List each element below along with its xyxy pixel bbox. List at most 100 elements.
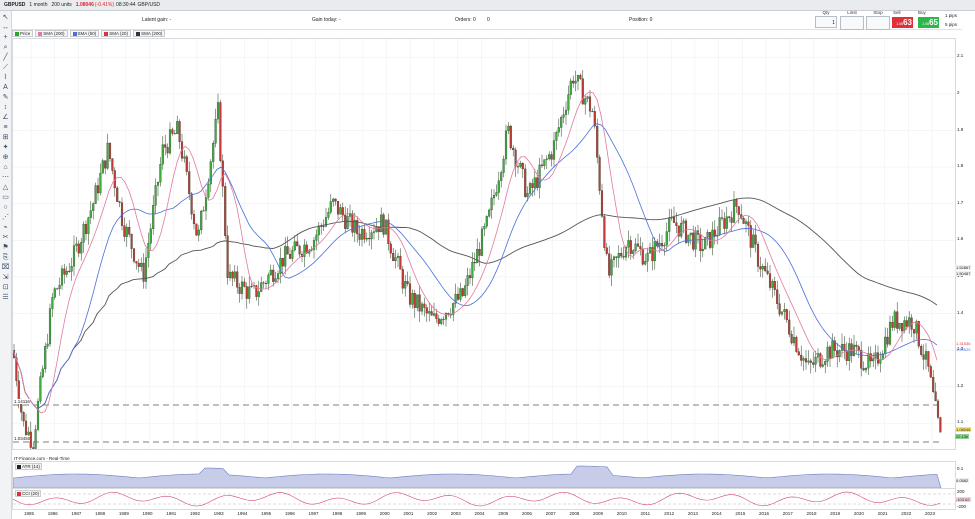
measure-icon[interactable]: ↕ — [3, 104, 8, 111]
cursor-icon[interactable]: ↖ — [2, 14, 9, 21]
candle — [116, 187, 119, 202]
candle — [322, 225, 325, 227]
target-icon[interactable]: ⊕ — [2, 154, 9, 161]
limit-input[interactable] — [840, 16, 864, 30]
units-select[interactable]: 200 units — [51, 2, 72, 8]
fib-icon[interactable]: ≡ — [3, 124, 8, 131]
legend-price[interactable]: Price — [12, 30, 34, 37]
ray-icon[interactable]: ⟋ — [3, 64, 8, 71]
legend-sma-50[interactable]: SMA (50) — [69, 30, 100, 37]
flag-icon[interactable]: ⚑ — [2, 244, 9, 251]
candle — [159, 164, 162, 183]
candle — [315, 234, 318, 241]
candle — [663, 245, 666, 247]
candle — [132, 248, 136, 262]
interval-select[interactable]: 1 month — [29, 2, 48, 8]
candle — [569, 80, 572, 95]
symbol-select[interactable]: GBPUSD — [4, 2, 26, 8]
candle — [843, 343, 846, 351]
candle — [608, 253, 611, 276]
copy-icon[interactable]: ⎘ — [2, 254, 9, 261]
candle — [699, 234, 702, 252]
cci-pane[interactable]: CCI (20) — [12, 488, 956, 510]
cci-label[interactable]: CCI (20) — [15, 490, 42, 497]
candle — [435, 313, 438, 319]
stop-input[interactable] — [866, 16, 890, 30]
candle — [533, 177, 536, 188]
candle — [804, 358, 808, 363]
price-chart[interactable]: 1.14116 1.03450 — [12, 38, 956, 450]
buy-label: Buy — [918, 10, 926, 15]
channel-icon[interactable]: ⌇ — [3, 74, 8, 81]
qty-input[interactable]: 1 — [815, 16, 837, 28]
resize-icon[interactable]: ⇲ — [2, 274, 9, 281]
cci-chart-svg — [13, 491, 955, 507]
wave-icon[interactable]: ⌁ — [3, 224, 8, 231]
candle — [168, 129, 172, 154]
candle — [303, 244, 306, 257]
rect-icon[interactable]: ▭ — [2, 194, 9, 201]
grid-icon[interactable]: ⊞ — [2, 134, 9, 141]
candle — [831, 340, 834, 359]
candle — [672, 217, 676, 223]
angle-icon[interactable]: ∠ — [2, 114, 9, 121]
candle — [588, 96, 592, 112]
year-tick: 2014 — [711, 511, 722, 516]
year-tick: 1991 — [166, 511, 177, 516]
pan-icon[interactable]: ↔ — [2, 24, 9, 31]
more-icon[interactable]: ⋯ — [2, 174, 9, 181]
home-icon[interactable]: ⌂ — [3, 164, 8, 171]
legend-sma-200[interactable]: SMA (200) — [35, 30, 68, 37]
cut-icon[interactable]: ✂ — [2, 234, 9, 241]
sell-label-wrap: Sell — [893, 10, 901, 15]
candle — [689, 232, 692, 236]
candle — [15, 357, 18, 381]
candle — [898, 323, 901, 329]
atr-pane[interactable]: ATR (14) — [12, 461, 956, 489]
candle — [788, 319, 791, 335]
candle — [629, 240, 632, 254]
star-icon[interactable]: ✦ — [2, 144, 9, 151]
candle — [680, 222, 683, 237]
trendline-icon[interactable]: ╱ — [3, 54, 8, 61]
zoom-icon[interactable]: ⌕ — [3, 44, 8, 51]
candle — [802, 358, 805, 361]
status-row: Latent gain: - Gain today: - Orders: 0 0… — [12, 11, 962, 30]
buy-button[interactable]: 1.0865 — [918, 17, 939, 28]
candle — [99, 172, 102, 194]
pencil-icon[interactable]: ✎ — [2, 94, 9, 101]
candle — [135, 261, 138, 264]
candle — [380, 214, 383, 233]
candle — [394, 257, 397, 262]
legend-sma-200b[interactable]: SMA (200) — [133, 30, 166, 37]
menu-icon[interactable]: ☰ — [2, 294, 9, 301]
gain-today: Gain today: - — [312, 17, 341, 23]
qty-control[interactable]: Qty 1 — [815, 10, 837, 28]
limit-control[interactable]: Limit — [840, 10, 864, 30]
atr-label[interactable]: ATR (14) — [15, 463, 42, 470]
sma-20-line — [13, 91, 938, 414]
position: Position: 0 — [629, 17, 653, 23]
frame-icon[interactable]: ⊡ — [2, 284, 9, 291]
candle — [183, 156, 186, 159]
text-icon[interactable]: A — [3, 84, 8, 91]
candle — [212, 142, 215, 162]
triangle-icon[interactable]: △ — [2, 184, 9, 191]
candle — [507, 125, 510, 132]
candle — [353, 220, 356, 233]
path-icon[interactable]: ⋰ — [2, 214, 9, 221]
candle — [466, 275, 469, 286]
delete-icon[interactable]: ⌧ — [1, 264, 10, 271]
candle — [464, 285, 467, 296]
candle — [742, 218, 745, 224]
stop-control[interactable]: Stop — [866, 10, 890, 30]
candle — [339, 207, 342, 215]
crosshair-icon[interactable]: + — [3, 34, 8, 41]
atr-chart-svg — [13, 465, 942, 488]
candle — [761, 266, 764, 270]
ellipse-icon[interactable]: ○ — [3, 204, 8, 211]
sell-button[interactable]: 1.0863 — [892, 17, 913, 28]
candle — [360, 229, 364, 240]
candle — [226, 235, 229, 278]
legend-sma-20[interactable]: SMA (20) — [101, 30, 132, 37]
